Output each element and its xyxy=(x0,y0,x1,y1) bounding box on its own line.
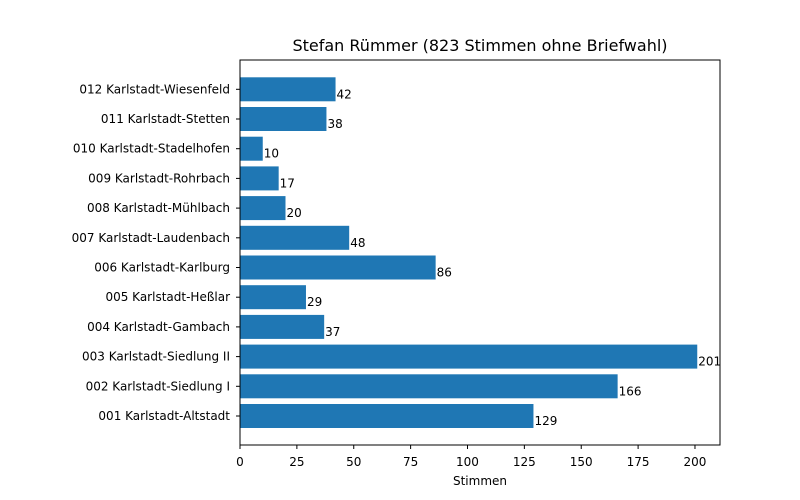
category-label: 006 Karlstadt-Karlburg xyxy=(94,261,230,275)
category-label: 010 Karlstadt-Stadelhofen xyxy=(73,142,230,156)
bar-value-label: 17 xyxy=(280,176,295,190)
bar xyxy=(240,136,263,161)
bar-value-label: 166 xyxy=(619,384,642,398)
category-label: 012 Karlstadt-Wiesenfeld xyxy=(79,82,230,96)
category-label: 007 Karlstadt-Laudenbach xyxy=(72,231,230,245)
chart-title: Stefan Rümmer (823 Stimmen ohne Briefwah… xyxy=(292,36,667,55)
category-label: 001 Karlstadt-Altstadt xyxy=(98,409,230,423)
x-axis-title: Stimmen xyxy=(453,474,507,488)
bar xyxy=(240,255,436,280)
bar-value-label: 48 xyxy=(350,236,365,250)
bar xyxy=(240,314,325,339)
x-tick-label: 25 xyxy=(289,455,304,469)
bar xyxy=(240,225,350,250)
bar xyxy=(240,374,618,399)
x-tick-label: 150 xyxy=(570,455,593,469)
bar-value-label: 42 xyxy=(337,87,352,101)
bar xyxy=(240,404,534,428)
category-label: 004 Karlstadt-Gambach xyxy=(87,320,230,334)
bar-value-label: 129 xyxy=(534,414,557,428)
bar-value-label: 10 xyxy=(264,147,279,161)
bar-value-label: 201 xyxy=(698,355,721,369)
bar-value-label: 20 xyxy=(286,206,301,220)
x-tick-label: 50 xyxy=(346,455,361,469)
bar-value-label: 86 xyxy=(437,266,452,280)
bar xyxy=(240,166,279,191)
x-axis: 0 25 50 75 100 125 150 175 200 xyxy=(236,445,706,469)
bar xyxy=(240,107,327,131)
bar xyxy=(240,196,286,221)
x-tick-label: 200 xyxy=(684,455,707,469)
x-tick-label: 75 xyxy=(403,455,418,469)
bar-value-label: 29 xyxy=(307,295,322,309)
x-tick-label: 100 xyxy=(456,455,479,469)
x-tick-label: 125 xyxy=(513,455,536,469)
x-tick-label: 0 xyxy=(236,455,244,469)
category-label: 005 Karlstadt-Heßlar xyxy=(105,290,230,304)
bar xyxy=(240,77,336,102)
category-label: 009 Karlstadt-Rohrbach xyxy=(88,171,230,185)
bar-value-label: 38 xyxy=(327,117,342,131)
bars-group xyxy=(240,77,698,428)
category-label: 003 Karlstadt-Siedlung II xyxy=(82,350,230,364)
bar-value-label: 37 xyxy=(325,325,340,339)
plot-frame xyxy=(239,59,721,446)
category-label: 002 Karlstadt-Siedlung I xyxy=(86,379,230,393)
bar-labels-group: 129 166 201 37 29 86 48 20 17 10 38 42 xyxy=(264,87,721,428)
category-label: 008 Karlstadt-Mühlbach xyxy=(87,201,230,215)
bar xyxy=(240,285,306,310)
category-label: 011 Karlstadt-Stetten xyxy=(101,112,230,126)
bar xyxy=(240,344,698,369)
y-axis: 001 Karlstadt-Altstadt 002 Karlstadt-Sied… xyxy=(72,82,240,423)
x-tick-label: 175 xyxy=(627,455,650,469)
